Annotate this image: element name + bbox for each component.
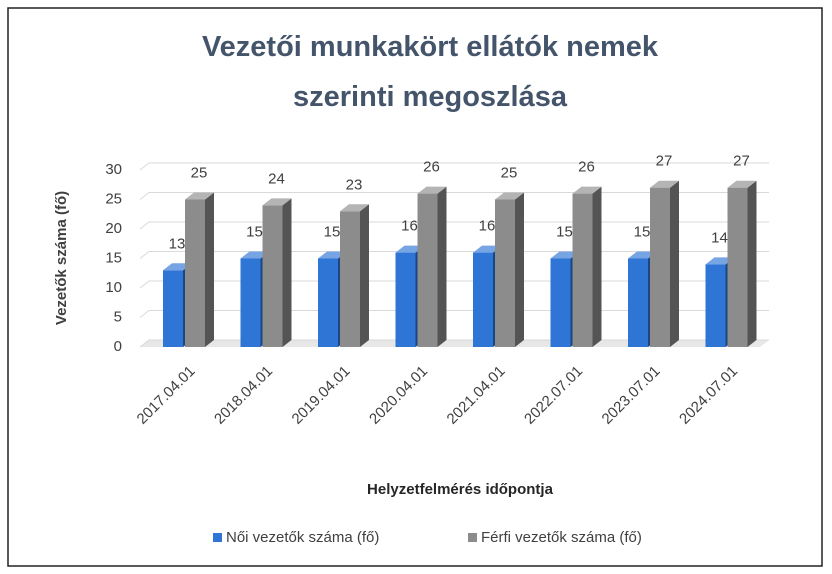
bar-top bbox=[318, 251, 347, 259]
bar-top bbox=[163, 263, 192, 271]
legend-label: Női vezetők száma (fő) bbox=[226, 529, 379, 546]
bar-side bbox=[747, 180, 757, 347]
bar bbox=[340, 211, 360, 347]
y-tick-label: 25 bbox=[105, 190, 122, 207]
grid-line bbox=[139, 192, 769, 200]
bar bbox=[572, 193, 593, 347]
bar bbox=[185, 199, 205, 347]
legend-label: Férfi vezetők száma (fő) bbox=[481, 529, 642, 546]
bar-side bbox=[515, 192, 524, 347]
bar bbox=[495, 199, 515, 347]
value-label: 25 bbox=[191, 164, 208, 181]
bar bbox=[473, 252, 493, 347]
value-label: 26 bbox=[578, 159, 595, 176]
bar-side bbox=[282, 198, 292, 347]
bar-top bbox=[185, 192, 214, 200]
bar bbox=[262, 205, 283, 347]
bar bbox=[163, 270, 183, 347]
value-label: 15 bbox=[324, 223, 341, 240]
grid-line bbox=[139, 221, 769, 230]
bar bbox=[705, 264, 726, 347]
bar-side bbox=[592, 186, 602, 347]
value-label: 23 bbox=[346, 176, 363, 193]
value-label: 14 bbox=[711, 229, 728, 246]
legend-swatch bbox=[213, 533, 222, 542]
bar-side bbox=[670, 180, 679, 347]
value-label: 25 bbox=[501, 164, 518, 181]
bar bbox=[650, 187, 670, 347]
bar-top bbox=[628, 251, 657, 259]
bar bbox=[318, 258, 338, 347]
chart-title: Vezetői munkakört ellátók nemek szerinti… bbox=[201, 31, 659, 113]
legend-swatch bbox=[468, 533, 477, 542]
value-label: 27 bbox=[656, 153, 673, 170]
value-label: 26 bbox=[423, 159, 440, 176]
bar-top bbox=[473, 245, 502, 253]
value-label: 13 bbox=[169, 235, 186, 252]
value-label: 24 bbox=[268, 170, 285, 187]
bar-top bbox=[650, 180, 679, 188]
y-tick-label: 20 bbox=[105, 220, 122, 237]
y-tick-label: 30 bbox=[105, 161, 122, 178]
bar-top bbox=[550, 251, 580, 259]
value-label: 15 bbox=[634, 223, 651, 240]
floor bbox=[140, 340, 769, 347]
bar-side bbox=[360, 204, 369, 347]
bar-side bbox=[437, 186, 447, 347]
x-axis-title: Helyzetfelmérés időpontja bbox=[367, 481, 554, 498]
bar-side bbox=[205, 192, 214, 347]
value-label: 16 bbox=[401, 218, 418, 235]
y-tick-label: 15 bbox=[105, 249, 122, 266]
bar-top bbox=[495, 192, 524, 200]
y-axis-title: Vezetők száma (fő) bbox=[53, 191, 70, 325]
bar bbox=[628, 258, 648, 347]
grid-line bbox=[139, 162, 769, 171]
bar-top bbox=[395, 245, 425, 253]
bar-top bbox=[705, 257, 735, 265]
bar bbox=[240, 258, 261, 347]
y-tick-label: 10 bbox=[105, 279, 122, 296]
value-label: 15 bbox=[246, 223, 263, 240]
bar-top bbox=[417, 186, 447, 194]
y-tick-label: 5 bbox=[114, 308, 122, 325]
bar-top bbox=[572, 186, 602, 194]
bar bbox=[550, 258, 571, 347]
bar bbox=[417, 193, 438, 347]
value-label: 16 bbox=[479, 218, 496, 235]
bar bbox=[727, 187, 748, 347]
value-label: 15 bbox=[556, 223, 573, 240]
y-tick-label: 0 bbox=[114, 338, 122, 355]
bar-top bbox=[262, 198, 292, 206]
value-label: 27 bbox=[733, 153, 750, 170]
bar-top bbox=[727, 180, 757, 188]
bar-top bbox=[340, 204, 369, 212]
bar-top bbox=[240, 251, 270, 259]
bar bbox=[395, 252, 416, 347]
